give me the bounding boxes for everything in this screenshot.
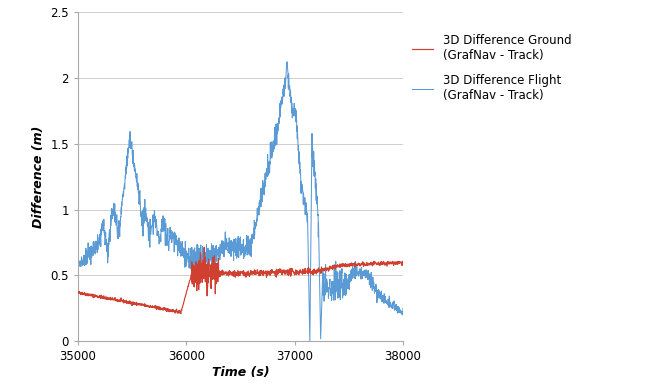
3D Difference Ground
(GrafNav - Track) — [200, 245, 208, 249]
3D Difference Ground
(GrafNav - Track) — [216, 272, 224, 277]
3D Difference Flight
(GrafNav - Track) — [139, 234, 147, 238]
3D Difference Flight
(GrafNav - Track) — [90, 241, 97, 246]
3D Difference Ground
(GrafNav - Track) — [74, 290, 82, 294]
X-axis label: Time (s): Time (s) — [212, 366, 269, 379]
3D Difference Ground
(GrafNav - Track) — [229, 272, 237, 277]
3D Difference Flight
(GrafNav - Track) — [306, 339, 314, 344]
3D Difference Flight
(GrafNav - Track) — [399, 306, 407, 310]
3D Difference Ground
(GrafNav - Track) — [177, 311, 185, 316]
3D Difference Flight
(GrafNav - Track) — [74, 262, 82, 266]
Line: 3D Difference Ground
(GrafNav - Track): 3D Difference Ground (GrafNav - Track) — [78, 247, 403, 314]
3D Difference Ground
(GrafNav - Track) — [197, 276, 205, 281]
3D Difference Flight
(GrafNav - Track) — [104, 249, 112, 254]
3D Difference Ground
(GrafNav - Track) — [326, 264, 333, 269]
3D Difference Ground
(GrafNav - Track) — [399, 261, 407, 266]
3D Difference Ground
(GrafNav - Track) — [379, 262, 387, 266]
3D Difference Flight
(GrafNav - Track) — [283, 59, 291, 64]
Y-axis label: Difference (m): Difference (m) — [32, 125, 45, 228]
3D Difference Flight
(GrafNav - Track) — [285, 76, 292, 81]
3D Difference Flight
(GrafNav - Track) — [336, 284, 344, 289]
3D Difference Flight
(GrafNav - Track) — [303, 212, 311, 217]
Legend: 3D Difference Ground
(GrafNav - Track), 3D Difference Flight
(GrafNav - Track): 3D Difference Ground (GrafNav - Track), … — [412, 34, 571, 102]
3D Difference Ground
(GrafNav - Track) — [205, 272, 213, 277]
Line: 3D Difference Flight
(GrafNav - Track): 3D Difference Flight (GrafNav - Track) — [78, 62, 403, 341]
